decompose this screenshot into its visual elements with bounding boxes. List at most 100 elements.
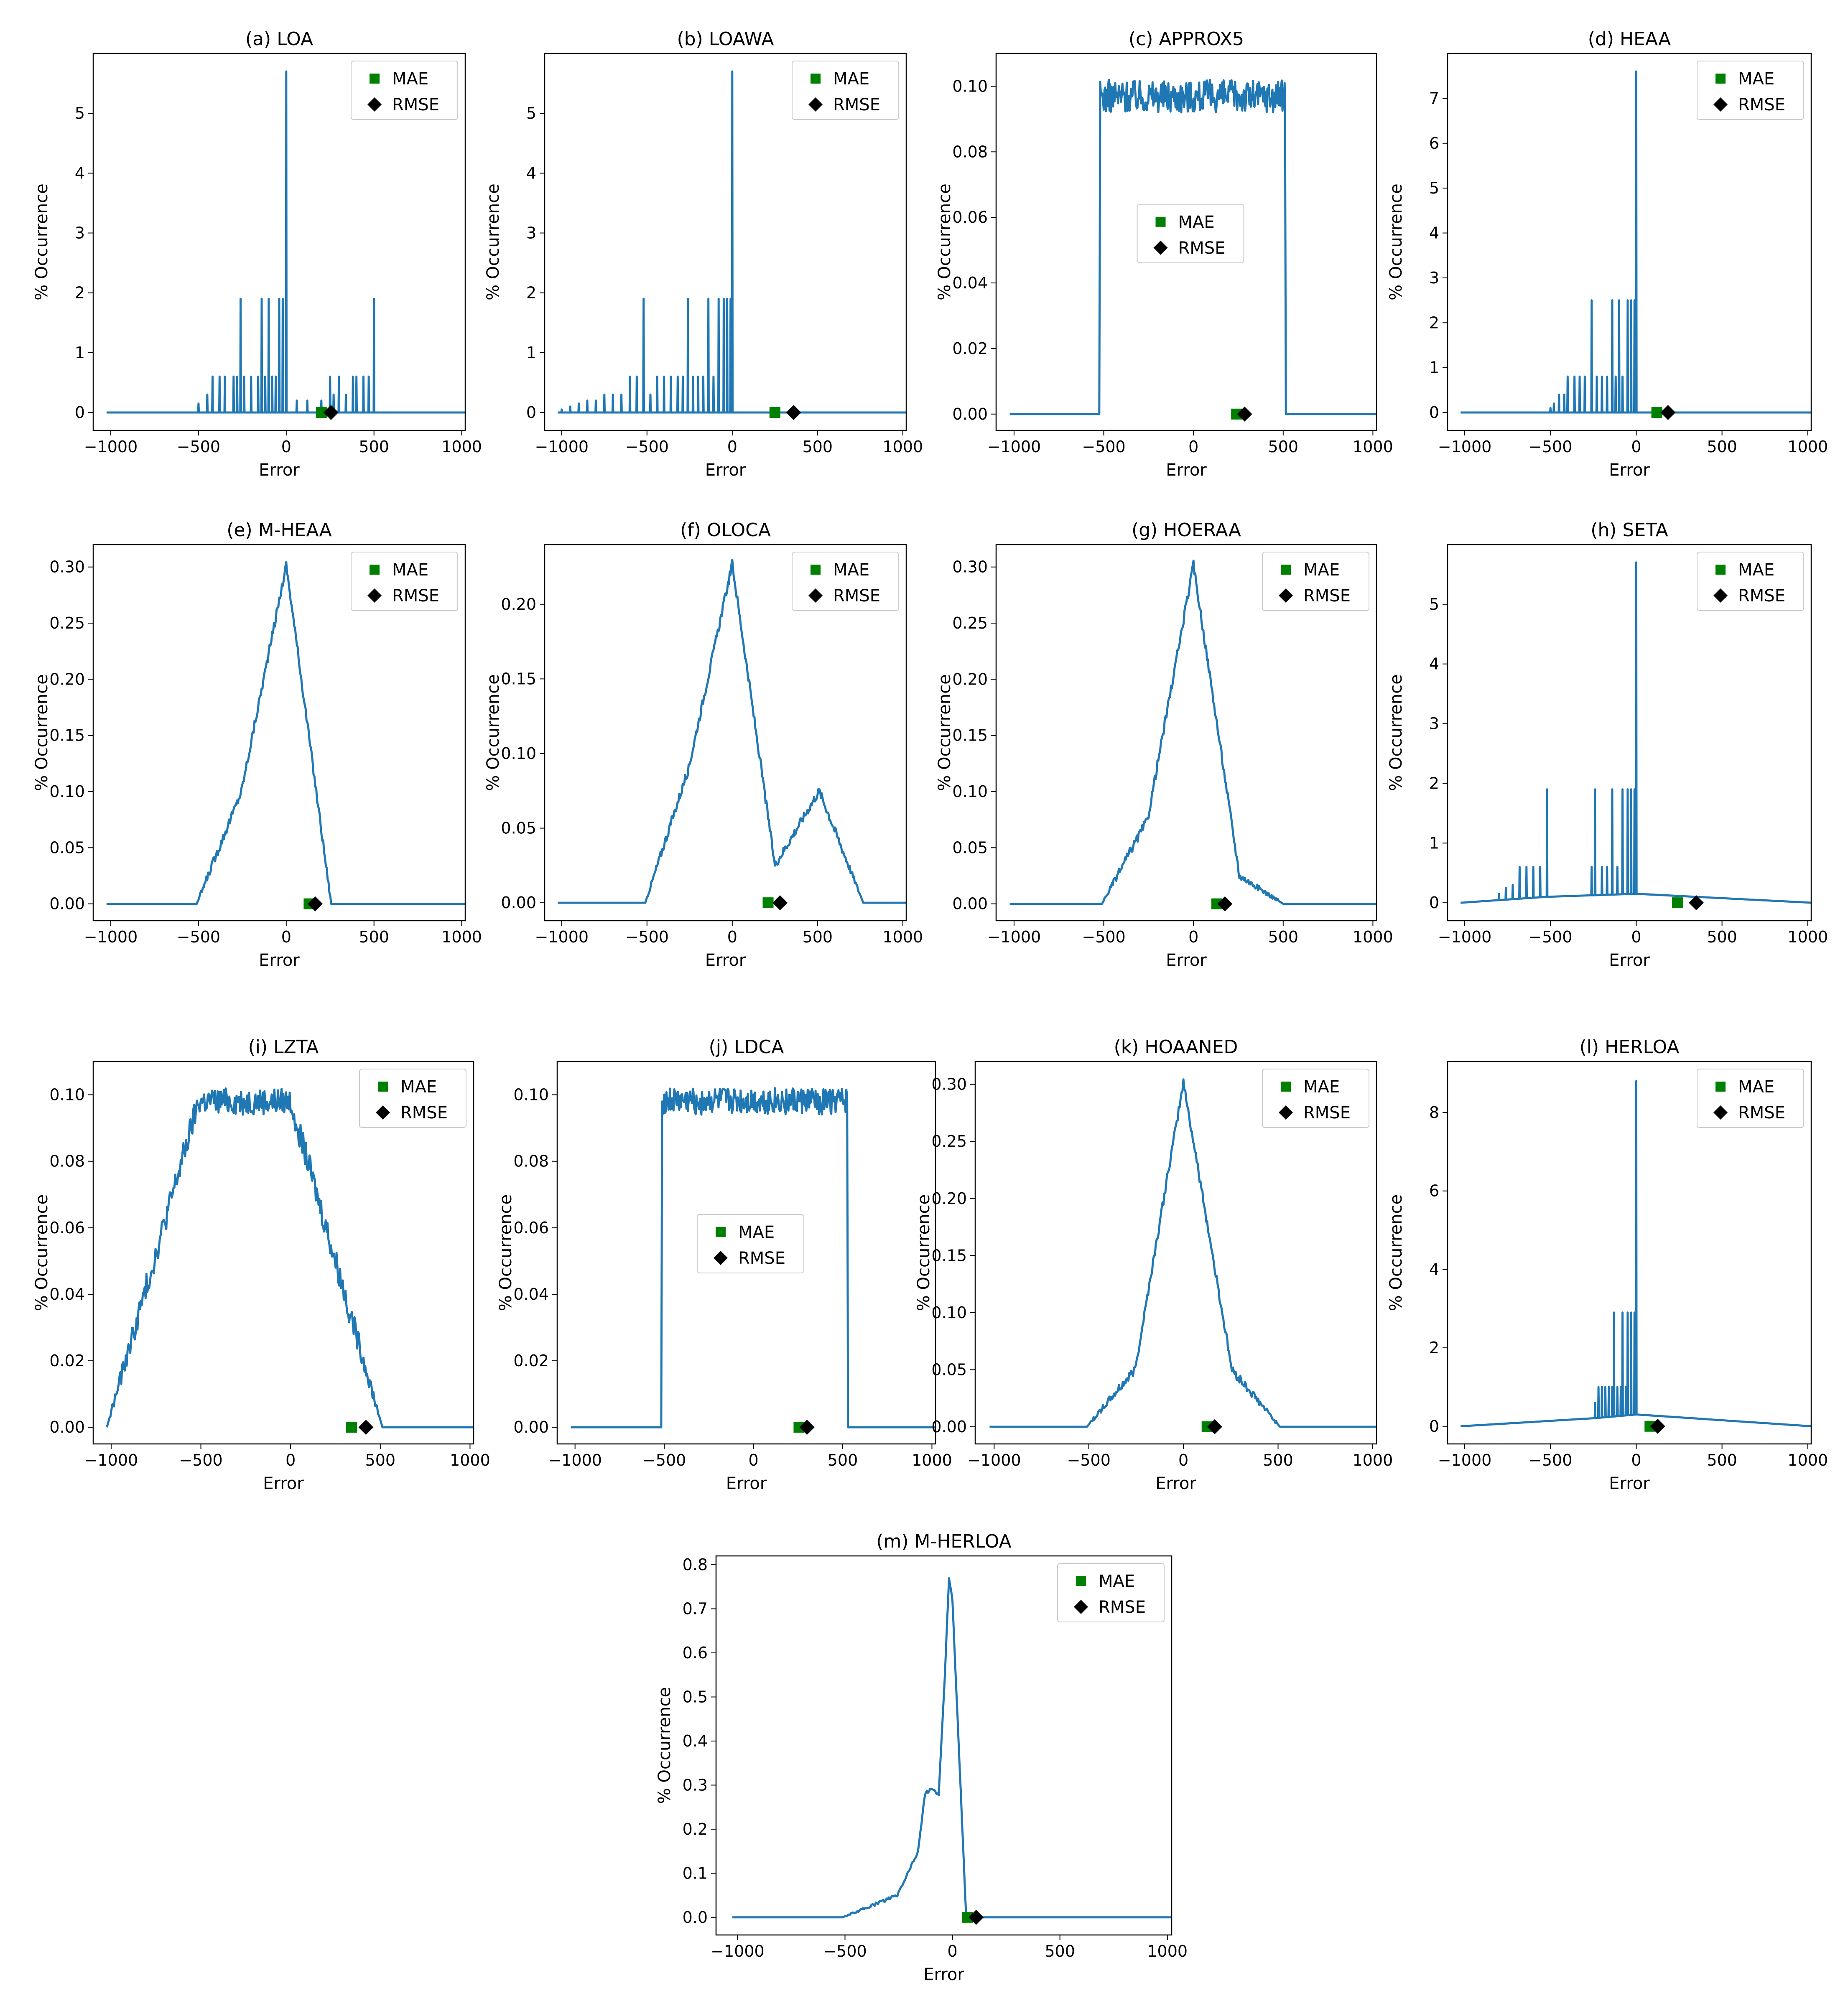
legend: MAE RMSE xyxy=(792,552,899,611)
x-tick-label: 1000 xyxy=(912,1451,952,1469)
x-tick-label: 0 xyxy=(1631,1451,1641,1469)
y-tick-label: 4 xyxy=(1429,224,1439,242)
rmse-marker xyxy=(1650,1418,1665,1434)
x-tick-label: 500 xyxy=(1268,928,1299,946)
y-axis-label: % Occurrence xyxy=(1387,1194,1406,1311)
panel-title: (h) SETA xyxy=(1591,519,1668,541)
y-tick-label: 4 xyxy=(526,164,536,182)
legend: MAE RMSE xyxy=(1057,1563,1165,1622)
x-tick-label: −500 xyxy=(642,1451,686,1469)
x-tick-label: −500 xyxy=(1529,438,1572,456)
x-axis-label: Error xyxy=(259,951,300,970)
panel-title: (e) M-HEAA xyxy=(227,519,332,541)
panel-title: (a) LOA xyxy=(245,28,313,50)
rmse-marker xyxy=(1207,1419,1222,1435)
x-axis-label: Error xyxy=(923,1965,964,1984)
y-tick-label: 5 xyxy=(1429,595,1439,614)
plot-area xyxy=(732,1577,1172,1919)
legend-rmse-icon xyxy=(1713,588,1728,603)
data-line xyxy=(106,70,465,414)
y-tick-label: 0.4 xyxy=(683,1732,708,1750)
legend-rmse-label: RMSE xyxy=(1178,239,1226,258)
x-tick-label: 1000 xyxy=(450,1451,490,1469)
y-tick-label: 4 xyxy=(75,164,85,182)
legend-rmse-icon xyxy=(808,588,823,603)
axes-frame xyxy=(715,1555,1173,1936)
legend-mae-label: MAE xyxy=(400,1077,437,1097)
x-tick-label: −1000 xyxy=(967,1451,1021,1469)
y-tick-label: 0 xyxy=(1429,1417,1439,1436)
rmse-marker xyxy=(358,1420,374,1435)
y-tick-label: 3 xyxy=(1429,269,1439,287)
axes-frame xyxy=(995,544,1377,922)
panel-title: (i) LZTA xyxy=(248,1036,319,1058)
x-tick-label: 500 xyxy=(1707,438,1737,456)
x-tick-label: 1000 xyxy=(1787,438,1828,456)
legend-mae-label: MAE xyxy=(1738,560,1774,580)
legend-mae-icon xyxy=(370,74,380,84)
x-axis-label: Error xyxy=(705,461,746,480)
legend-mae-icon xyxy=(1076,1576,1086,1586)
axes-frame xyxy=(1447,53,1812,431)
x-axis-label: Error xyxy=(1609,1474,1650,1493)
x-tick-label: 500 xyxy=(1263,1451,1293,1469)
y-tick-label: 1 xyxy=(75,344,85,362)
y-tick-label: 0.15 xyxy=(49,726,85,745)
y-tick-label: 0 xyxy=(75,403,85,422)
x-tick-label: 500 xyxy=(803,928,833,946)
axes-frame xyxy=(1447,1061,1812,1445)
y-tick-label: 0.02 xyxy=(513,1352,549,1370)
y-tick-label: 0.05 xyxy=(501,819,536,838)
y-tick-label: 0.04 xyxy=(49,1285,85,1303)
legend-mae-label: MAE xyxy=(392,69,428,89)
y-axis-label: % Occurrence xyxy=(484,183,503,300)
plot-area xyxy=(989,1078,1376,1428)
data-line xyxy=(1461,1080,1811,1428)
legend-mae-icon xyxy=(1715,1082,1726,1092)
panel-title: (k) HOAANED xyxy=(1114,1036,1238,1058)
mae-marker xyxy=(1651,407,1662,418)
mae-marker xyxy=(762,897,774,909)
y-tick-label: 0.20 xyxy=(931,1189,967,1208)
y-tick-label: 1 xyxy=(1429,359,1439,377)
x-axis-label: Error xyxy=(1609,951,1650,970)
y-tick-label: 0 xyxy=(1429,894,1439,912)
legend-rmse-label: RMSE xyxy=(1738,1103,1785,1123)
y-axis-label: % Occurrence xyxy=(935,183,954,300)
mae-marker xyxy=(769,407,780,418)
y-tick-label: 0.6 xyxy=(683,1644,708,1662)
plot-area xyxy=(571,1087,935,1428)
x-axis-label: Error xyxy=(726,1474,767,1493)
legend: MAE RMSE xyxy=(697,1214,804,1273)
chart-panel-m: (m) M-HERLOA −1000 −500 0 500 1000 0.0 0.1 0.2 0.… xyxy=(655,1531,1188,1984)
data-line xyxy=(732,1577,1172,1919)
mae-marker xyxy=(1672,897,1683,909)
legend-rmse-label: RMSE xyxy=(1099,1598,1146,1617)
y-tick-label: 2 xyxy=(1429,1339,1439,1357)
data-line xyxy=(1461,70,1811,414)
x-tick-label: 500 xyxy=(1707,1451,1737,1469)
legend-rmse-label: RMSE xyxy=(1303,586,1351,606)
data-line xyxy=(106,1087,474,1428)
y-tick-label: 0.15 xyxy=(931,1246,967,1265)
plot-area xyxy=(557,558,906,904)
y-tick-label: 0.20 xyxy=(952,670,988,688)
chart-panel-g: (g) HOERAA −1000 −500 0 500 1000 0.00 0.05 0.10 0… xyxy=(935,519,1393,970)
x-axis-label: Error xyxy=(1155,1474,1196,1493)
legend-mae-label: MAE xyxy=(1738,69,1774,89)
plot-area xyxy=(1009,79,1376,415)
x-tick-label: −1000 xyxy=(84,438,138,456)
y-tick-label: 3 xyxy=(75,224,85,242)
legend-mae-icon xyxy=(370,565,380,575)
legend-rmse-icon xyxy=(1279,1105,1293,1120)
data-line xyxy=(571,1087,935,1428)
x-tick-label: −1000 xyxy=(548,1451,602,1469)
x-tick-label: 0 xyxy=(281,928,291,946)
x-axis-label: Error xyxy=(259,461,300,480)
legend-mae-label: MAE xyxy=(833,69,869,89)
axes-frame xyxy=(1447,544,1812,922)
y-tick-label: 0.25 xyxy=(952,614,988,632)
y-tick-label: 0.00 xyxy=(501,894,536,912)
y-tick-label: 0.04 xyxy=(952,274,988,292)
